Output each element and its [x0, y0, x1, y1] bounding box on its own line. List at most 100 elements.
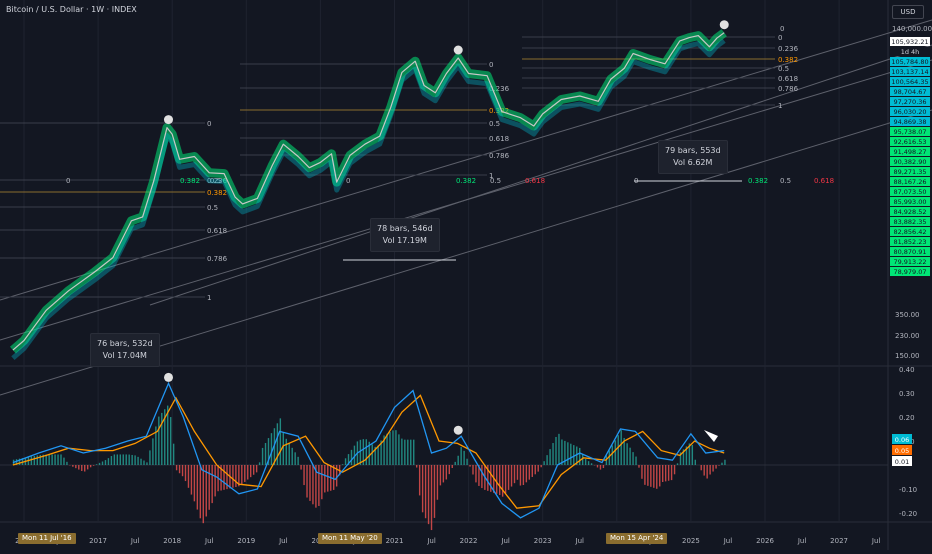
price-tick-label: 150.00: [895, 352, 920, 360]
histogram-bar: [431, 465, 432, 530]
histogram-bar: [511, 465, 512, 487]
measure-box-3: 79 bars, 553d Vol 6.62M: [658, 140, 728, 174]
histogram-bar: [526, 465, 527, 482]
measure-box-vol: Vol 6.62M: [665, 157, 721, 169]
histogram-bar: [573, 445, 574, 465]
histogram-bar: [96, 464, 97, 465]
histogram-bar: [452, 465, 453, 468]
histogram-bar: [34, 456, 35, 465]
price-scale-label: 84,928.52: [893, 208, 926, 216]
histogram-bar: [422, 465, 423, 512]
price-scale-label: 100,564.35: [891, 78, 928, 86]
time-tick-label: 2019: [237, 537, 255, 545]
osc-tick-label: 0.20: [899, 414, 915, 422]
fib-label: 0.382: [456, 177, 476, 185]
histogram-bar: [695, 460, 696, 465]
histogram-bar: [244, 465, 245, 482]
fib-label: 0.5: [207, 204, 218, 212]
fib-label: 0: [778, 34, 782, 42]
price-scale-label: 91,498.27: [893, 148, 926, 156]
histogram-bar: [259, 462, 260, 465]
histogram-bar: [253, 465, 254, 475]
histogram-bar: [146, 462, 147, 465]
histogram-bar: [87, 465, 88, 469]
osc-value-label: 0.05: [895, 447, 909, 455]
fib-label: 0.382: [778, 56, 798, 64]
price-scale-label: 94,869.38: [893, 118, 926, 126]
measure-box-vol: Vol 17.04M: [97, 350, 153, 362]
price-scale-label: 82,856.42: [893, 228, 926, 236]
histogram-bar: [591, 463, 592, 465]
histogram-bar: [671, 465, 672, 480]
histogram-bar: [419, 465, 420, 495]
osc-tick-label: -0.10: [899, 486, 917, 494]
osc-series-line: [13, 395, 724, 508]
histogram-bar: [635, 457, 636, 465]
histogram-bar: [440, 465, 441, 485]
histogram-bar: [434, 465, 435, 518]
histogram-bar: [128, 455, 129, 465]
histogram-bar: [612, 445, 613, 465]
histogram-bar: [514, 465, 515, 483]
price-scale-label: 98,704.67: [893, 88, 926, 96]
time-tick-label: 2022: [460, 537, 478, 545]
fib-label: 1: [207, 294, 211, 302]
histogram-bar: [659, 465, 660, 486]
fib-label: 0.618: [525, 177, 545, 185]
histogram-bar: [523, 465, 524, 485]
histogram-bar: [629, 448, 630, 465]
histogram-bar: [561, 439, 562, 465]
histogram-bar: [532, 465, 533, 477]
histogram-bar: [161, 413, 162, 465]
fib-label: 0: [780, 25, 784, 33]
histogram-bar: [283, 432, 284, 465]
histogram-bar: [312, 465, 313, 504]
histogram-bar: [143, 461, 144, 465]
histogram-bar: [540, 465, 541, 467]
histogram-bar: [75, 465, 76, 468]
arrow-annotation: [704, 430, 718, 442]
histogram-bar: [223, 465, 224, 490]
histogram-bar: [463, 451, 464, 465]
time-tick-label: Jul: [130, 537, 140, 545]
histogram-bar: [72, 465, 73, 467]
histogram-bar: [31, 457, 32, 465]
histogram-bar: [621, 430, 622, 465]
histogram-bar: [677, 463, 678, 465]
histogram-bar: [603, 465, 604, 468]
measure-box-2: 78 bars, 546d Vol 17.19M: [370, 218, 440, 252]
histogram-bar: [360, 440, 361, 465]
histogram-bar: [294, 452, 295, 465]
histogram-bar: [140, 459, 141, 465]
histogram-bar: [321, 465, 322, 499]
histogram-bar: [60, 454, 61, 465]
histogram-bar: [232, 465, 233, 488]
histogram-bar: [108, 458, 109, 465]
histogram-bar: [57, 454, 58, 465]
histogram-bar: [117, 454, 118, 465]
histogram-bar: [558, 434, 559, 465]
histogram-bar: [105, 460, 106, 465]
histogram-bar: [372, 444, 373, 465]
histogram-bar: [303, 465, 304, 485]
fib-label: 0.618: [489, 135, 509, 143]
fib-label: 0.786: [207, 255, 228, 263]
histogram-bar: [176, 465, 177, 470]
histogram-bar: [318, 465, 319, 506]
histogram-bar: [51, 454, 52, 465]
measure-box-bars: 79 bars, 553d: [665, 145, 721, 157]
price-scale-label: 105,784.80: [891, 58, 928, 66]
price-scale-label: 79,913.22: [893, 258, 926, 266]
histogram-bar: [538, 465, 539, 472]
histogram-bar: [401, 439, 402, 465]
histogram-bar: [701, 465, 702, 470]
price-tick-label: 230.00: [895, 332, 920, 340]
histogram-bar: [570, 444, 571, 465]
currency-button[interactable]: USD: [892, 5, 924, 19]
osc-tick-label: 0.30: [899, 390, 915, 398]
time-tick-label: 2026: [756, 537, 774, 545]
histogram-bar: [395, 430, 396, 465]
histogram-bar: [78, 465, 79, 470]
